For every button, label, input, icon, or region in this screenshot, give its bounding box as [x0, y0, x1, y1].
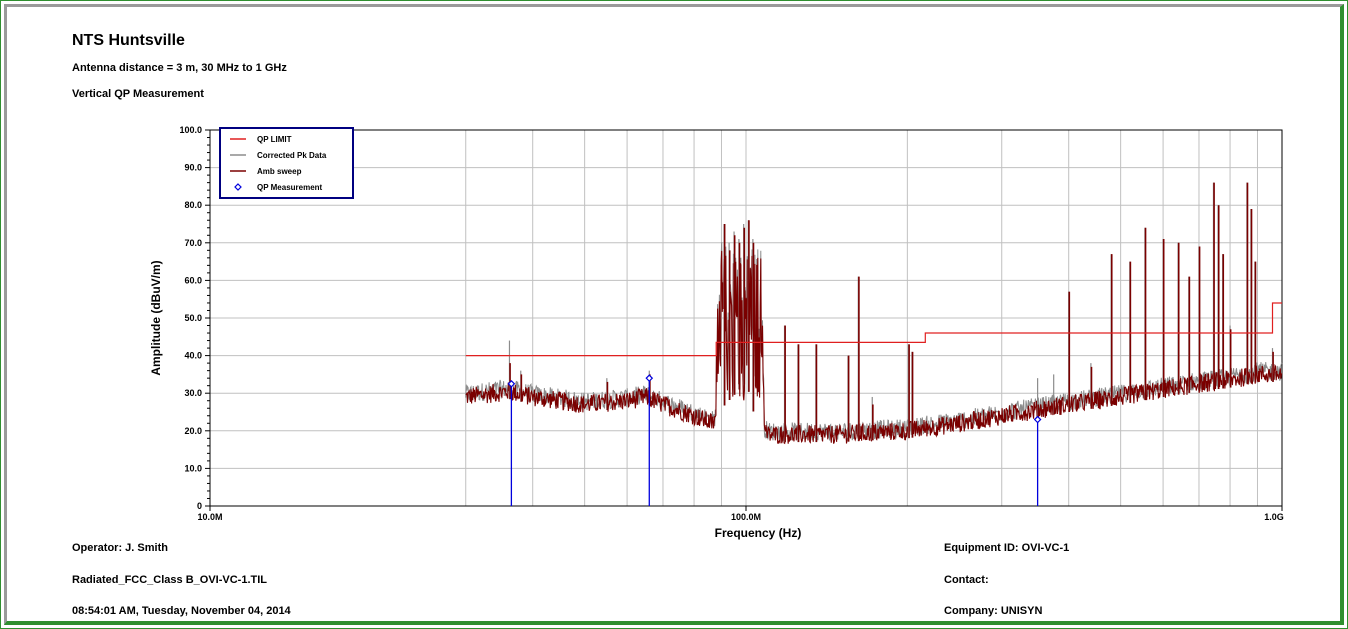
y-tick-label: 70.0 — [184, 238, 202, 248]
company-label: Company: UNISYN — [944, 605, 1043, 617]
x-tick-label: 1.0G — [1264, 512, 1284, 522]
y-tick-label: 10.0 — [184, 463, 202, 473]
report-title: NTS Huntsville — [72, 32, 185, 49]
series-qp-limit — [465, 302, 1282, 357]
legend-swatch-marker — [234, 183, 242, 191]
operator-label: Operator: J. Smith — [72, 542, 168, 554]
test-file-label: Radiated_FCC_Class B_OVI-VC-1.TIL — [72, 574, 267, 586]
x-axis-label: Frequency (Hz) — [715, 526, 802, 540]
x-tick-label: 10.0M — [197, 512, 222, 522]
report-subtitle-distance: Antenna distance = 3 m, 30 MHz to 1 GHz — [72, 62, 287, 74]
series-corrected-pk-data — [465, 242, 1283, 442]
y-tick-label: 80.0 — [184, 200, 202, 210]
y-tick-label: 0 — [197, 501, 202, 511]
equipment-id-label: Equipment ID: OVI-VC-1 — [944, 542, 1070, 554]
y-axis-label: Amplitude (dBuV/m) — [149, 260, 163, 375]
y-tick-label: 60.0 — [184, 275, 202, 285]
qp-measurement-point — [1033, 415, 1042, 424]
legend-label: QP Measurement — [257, 183, 323, 192]
timestamp-label: 08:54:01 AM, Tuesday, November 04, 2014 — [72, 605, 291, 617]
legend-label: QP LIMIT — [257, 135, 292, 144]
y-tick-label: 20.0 — [184, 426, 202, 436]
report-subtitle-measurement: Vertical QP Measurement — [72, 88, 204, 100]
contact-label: Contact: — [944, 574, 989, 586]
y-tick-label: 30.0 — [184, 388, 202, 398]
y-tick-label: 50.0 — [184, 313, 202, 323]
series-amb-sweep — [465, 250, 1283, 445]
qp-measurement-point — [507, 379, 516, 388]
y-tick-label: 40.0 — [184, 351, 202, 361]
qp-measurement-point — [645, 374, 654, 383]
legend-label: Corrected Pk Data — [257, 151, 327, 160]
window-inner-border — [4, 4, 1344, 625]
x-tick-label: 100.0M — [731, 512, 761, 522]
y-tick-label: 100.0 — [179, 125, 202, 135]
y-tick-label: 90.0 — [184, 163, 202, 173]
legend-label: Amb sweep — [257, 167, 302, 176]
